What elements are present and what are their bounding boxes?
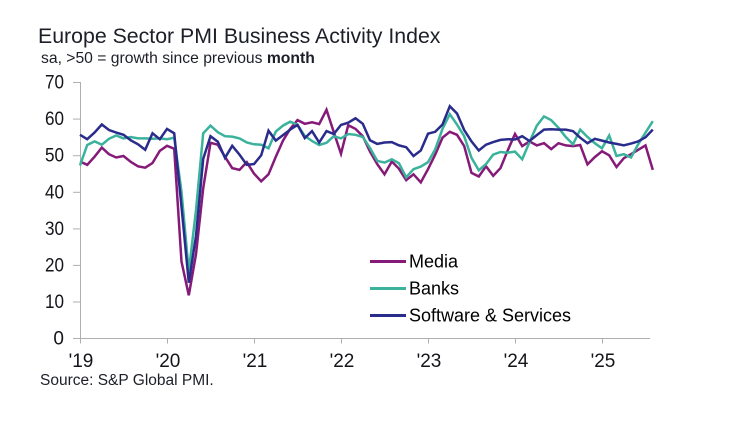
svg-text:'20: '20 [156, 351, 181, 372]
svg-text:'19: '19 [69, 351, 94, 372]
svg-text:20: 20 [45, 255, 64, 276]
svg-text:Media: Media [409, 252, 459, 272]
svg-text:0: 0 [53, 329, 64, 350]
svg-text:'22: '22 [330, 351, 355, 372]
svg-text:60: 60 [45, 109, 64, 130]
svg-text:'23: '23 [417, 351, 442, 372]
svg-text:40: 40 [45, 182, 64, 203]
svg-text:'21: '21 [243, 351, 268, 372]
svg-text:70: 70 [45, 73, 64, 94]
svg-text:Banks: Banks [409, 279, 459, 299]
svg-text:30: 30 [45, 219, 64, 240]
svg-text:'25: '25 [591, 351, 616, 372]
svg-text:50: 50 [45, 146, 64, 167]
svg-text:'24: '24 [504, 351, 529, 372]
svg-text:10: 10 [45, 292, 64, 313]
svg-text:Software & Services: Software & Services [409, 306, 571, 326]
